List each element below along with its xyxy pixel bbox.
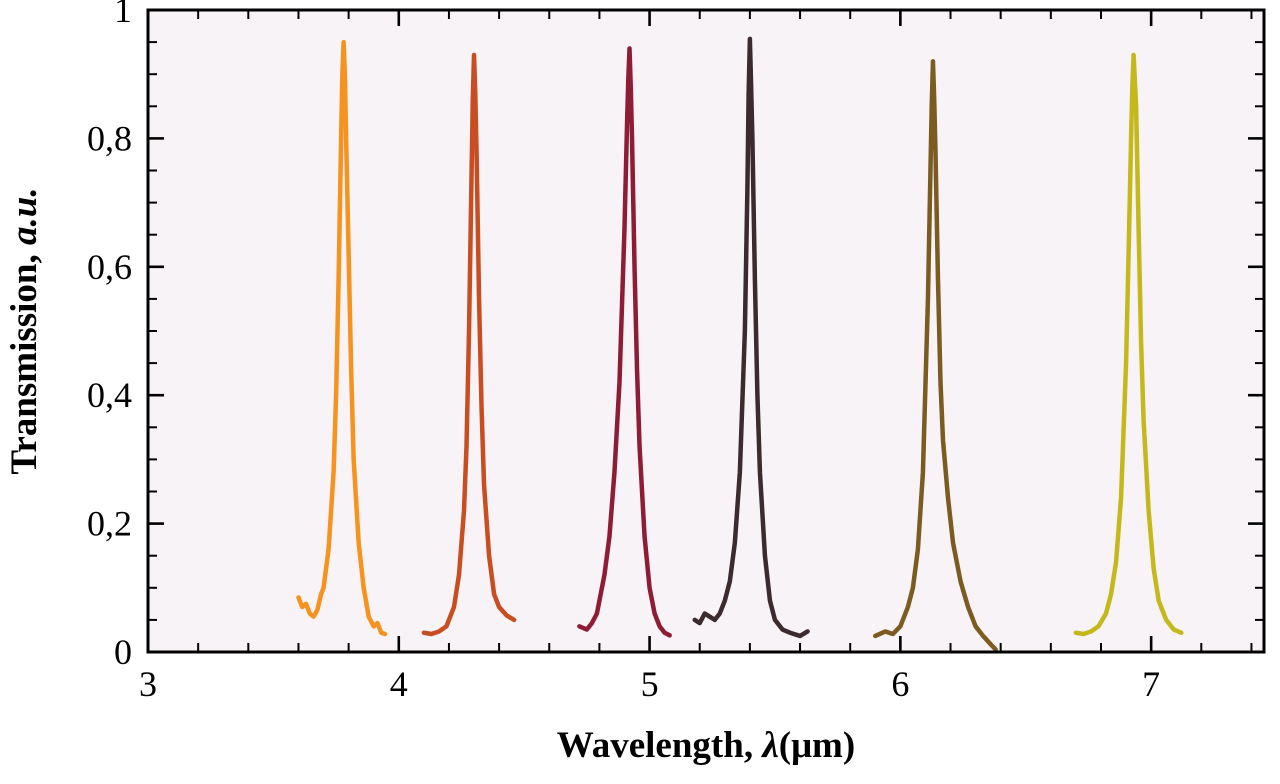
- x-axis-title-unit: (μm): [779, 725, 855, 766]
- y-tick-label: 0,2: [87, 504, 132, 544]
- y-tick-label: 0: [114, 632, 132, 672]
- x-tick-label: 3: [139, 664, 157, 704]
- plot-frame: [146, 8, 1266, 654]
- x-tick-label: 7: [1142, 664, 1160, 704]
- y-axis-title-unit: a.u.: [4, 187, 45, 245]
- x-axis-title: Wavelength, λ(μm): [557, 725, 855, 766]
- series-peak-4.92um: [577, 46, 672, 638]
- series-peak-6.13um: [873, 59, 998, 652]
- x-tick-label: 5: [641, 664, 659, 704]
- y-tick-label: 0,8: [87, 118, 132, 158]
- series-peak-4.30um: [421, 52, 517, 637]
- series-peak-5.40um: [692, 36, 810, 639]
- y-axis-title-main: Transmission,: [4, 245, 45, 475]
- y-tick-label: 0,4: [87, 375, 132, 415]
- x-tick-label: 4: [390, 664, 408, 704]
- series-peak-3.78um: [296, 39, 388, 637]
- plot-background: [148, 10, 1264, 652]
- y-axis-title: Transmission, a.u.: [4, 187, 45, 474]
- x-tick-label: 6: [891, 664, 909, 704]
- y-tick-label: 0,6: [87, 247, 132, 287]
- x-axis-title-main: Wavelength,: [557, 725, 763, 766]
- y-tick-label: 1: [114, 0, 132, 30]
- x-axis-title-symbol: λ: [760, 725, 778, 766]
- series-layer: [296, 36, 1184, 652]
- ticks-layer: 3 4 5 6 7 0 0,2 0,4 0,6 0,8 1: [87, 0, 1264, 704]
- series-peak-6.93um: [1073, 52, 1184, 637]
